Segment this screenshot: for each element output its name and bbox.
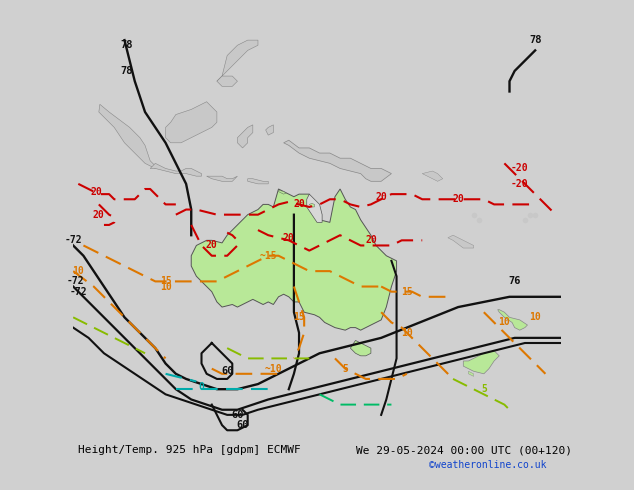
Polygon shape (238, 125, 253, 148)
Text: 20: 20 (206, 241, 217, 250)
Text: 60: 60 (236, 420, 249, 430)
Text: 78: 78 (529, 35, 541, 45)
Text: ~15: ~15 (259, 251, 277, 261)
Text: -72: -72 (70, 287, 87, 296)
Text: 10: 10 (498, 318, 510, 327)
Text: 5: 5 (342, 364, 348, 374)
Polygon shape (248, 179, 268, 184)
Polygon shape (165, 102, 217, 143)
Text: 20: 20 (375, 192, 387, 202)
Text: 10: 10 (529, 312, 541, 322)
Text: 5: 5 (481, 384, 487, 394)
Polygon shape (351, 341, 371, 356)
Text: 20: 20 (365, 235, 377, 245)
Text: ©weatheronline.co.uk: ©weatheronline.co.uk (429, 460, 547, 470)
Text: -72: -72 (65, 235, 82, 245)
Text: ~10: ~10 (264, 364, 282, 374)
Text: We 29-05-2024 00:00 UTC (00+120): We 29-05-2024 00:00 UTC (00+120) (356, 445, 572, 455)
Text: 15: 15 (160, 276, 171, 286)
Polygon shape (207, 176, 238, 181)
Polygon shape (217, 40, 258, 81)
Polygon shape (217, 76, 238, 86)
Text: 0: 0 (198, 382, 204, 392)
Polygon shape (307, 194, 322, 222)
Text: -20: -20 (511, 179, 529, 189)
Text: 20: 20 (293, 199, 305, 209)
Polygon shape (422, 171, 443, 181)
Polygon shape (463, 351, 499, 374)
Text: 15: 15 (293, 312, 305, 322)
Polygon shape (150, 163, 202, 176)
Text: -72: -72 (67, 276, 84, 286)
Polygon shape (266, 125, 273, 135)
Text: 78: 78 (121, 40, 133, 50)
Text: 15: 15 (401, 287, 413, 296)
Text: 10: 10 (160, 282, 171, 292)
Text: 60: 60 (231, 410, 243, 420)
Text: 78: 78 (121, 66, 133, 76)
Text: 20: 20 (93, 210, 105, 220)
Polygon shape (278, 190, 286, 194)
Polygon shape (448, 235, 474, 248)
Text: 60: 60 (221, 366, 233, 376)
Polygon shape (99, 104, 155, 169)
Polygon shape (469, 371, 474, 376)
Text: 20: 20 (91, 187, 102, 196)
Text: 20: 20 (283, 233, 295, 243)
Polygon shape (191, 189, 396, 330)
Polygon shape (498, 310, 527, 330)
Polygon shape (283, 140, 391, 181)
Text: 10: 10 (401, 328, 413, 338)
Text: Height/Temp. 925 hPa [gdpm] ECMWF: Height/Temp. 925 hPa [gdpm] ECMWF (78, 445, 301, 455)
Text: 10: 10 (72, 266, 84, 276)
Text: 20: 20 (452, 194, 464, 204)
Text: 76: 76 (508, 276, 521, 286)
Text: -20: -20 (511, 164, 529, 173)
Polygon shape (309, 203, 314, 207)
